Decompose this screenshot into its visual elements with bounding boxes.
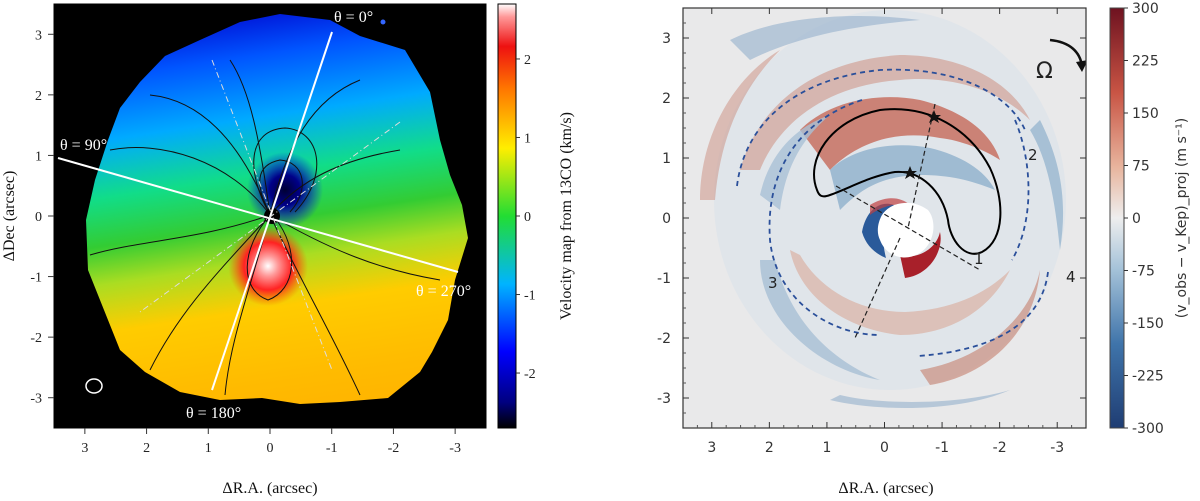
theta-0-label: θ = 0° (334, 9, 373, 26)
x-tick-label: -3 (1050, 440, 1064, 456)
left-colorbar (497, 3, 517, 429)
x-tick-label: 0 (880, 440, 889, 456)
x-tick-label: 2 (143, 441, 150, 456)
colorbar-tick-label: -2 (524, 367, 536, 382)
left-colorbar-ticks: 2 1 0 -1 -2 (516, 53, 536, 382)
x-tick-label: 3 (81, 441, 88, 456)
colorbar-tick-label: 300 (1132, 1, 1159, 17)
x-tick-label: 1 (205, 441, 212, 456)
blue-marker (380, 19, 386, 25)
rotation-arrow-head (1076, 60, 1086, 72)
theta-180-label: θ = 180° (186, 405, 241, 422)
kink-contour (813, 108, 1002, 255)
right-colorbar (1109, 7, 1125, 429)
colorbar-tick-label: 0 (524, 210, 531, 225)
arm-label-3: 3 (768, 274, 778, 292)
right-colorbar-ticks: 300 225 150 75 0 -75 -150 -225 -300 (1124, 1, 1164, 437)
colorbar-tick-label: -75 (1132, 264, 1155, 280)
y-tick-label: -2 (657, 331, 671, 347)
left-xlabel: ΔR.A. (arcsec) (222, 480, 317, 497)
x-tick-label: 3 (707, 440, 716, 456)
omega-label: Ω (1036, 59, 1053, 84)
colorbar-tick-label: -225 (1132, 369, 1164, 385)
right-colorbar-label: (v_obs − v_Kep)_proj (m s⁻¹) (1174, 118, 1190, 318)
x-tick-label: 0 (267, 441, 274, 456)
theta-90-label: θ = 90° (60, 137, 107, 154)
star-marker-2 (903, 166, 917, 179)
y-tick-label: 0 (662, 211, 671, 227)
colorbar-tick-label: -300 (1132, 421, 1164, 437)
y-tick-label: 3 (35, 28, 42, 43)
radial-lines (835, 103, 981, 339)
y-tick-label: 2 (35, 89, 42, 104)
y-tick-label: -1 (657, 271, 671, 287)
x-tick-label: -2 (993, 440, 1007, 456)
x-tick-label: 2 (765, 440, 774, 456)
arm-label-1: 1 (974, 250, 984, 268)
left-axis-ticks: 3 2 1 0 -1 -2 -3 3 2 1 0 -1 -2 -3 (30, 28, 461, 456)
beam-ellipse (85, 378, 103, 394)
left-panel: θ = 0° θ = 90° θ = 180° θ = 270° 3 2 1 0 -1 -… (1, 3, 575, 497)
velocity-redshift-peak (228, 226, 308, 306)
y-tick-label: 0 (35, 210, 42, 225)
arm-label-2: 2 (1028, 146, 1038, 164)
right-axis-ticks: 3 2 1 0 -1 -2 -3 3 2 1 0 -1 -2 -3 (657, 8, 1086, 456)
theta-axes (57, 31, 459, 391)
left-ylabel: ΔDec (arcsec) (1, 171, 18, 262)
left-colorbar-label: Velocity map from 13CO (km/s) (558, 112, 575, 320)
right-xlabel: ΔR.A. (arcsec) (838, 480, 933, 497)
x-tick-label: -1 (935, 440, 949, 456)
theta-270-label: θ = 270° (416, 283, 471, 300)
y-tick-label: 1 (35, 149, 42, 164)
x-tick-label: -3 (449, 441, 461, 456)
arm-label-4: 4 (1066, 268, 1076, 286)
y-tick-label: 3 (662, 31, 671, 47)
y-tick-label: -2 (30, 331, 42, 346)
y-tick-label: 2 (662, 91, 671, 107)
central-mask-right (877, 202, 934, 258)
colorbar-tick-label: 225 (1132, 54, 1159, 70)
y-tick-label: -3 (657, 391, 671, 407)
colorbar-tick-label: 150 (1132, 106, 1159, 122)
colorbar-tick-label: 75 (1132, 159, 1150, 175)
colorbar-tick-label: -150 (1132, 316, 1164, 332)
star-marker-1 (927, 110, 941, 123)
y-tick-label: 1 (662, 151, 671, 167)
y-tick-label: -3 (30, 392, 42, 407)
y-tick-label: -1 (30, 271, 42, 286)
colorbar-tick-label: 2 (524, 53, 531, 68)
x-tick-label: 1 (822, 440, 831, 456)
right-panel: Ω 1 2 3 4 3 2 1 0 -1 -2 -3 3 2 1 0 -1 -2 -3 ΔR.A. (ar… (657, 1, 1190, 497)
colorbar-tick-label: 1 (524, 131, 531, 146)
colorbar-tick-label: 0 (1132, 211, 1141, 227)
spiral-arm-tracings (736, 68, 1049, 357)
x-tick-label: -1 (326, 441, 338, 456)
x-tick-label: -2 (388, 441, 400, 456)
colorbar-tick-label: -1 (524, 289, 536, 304)
